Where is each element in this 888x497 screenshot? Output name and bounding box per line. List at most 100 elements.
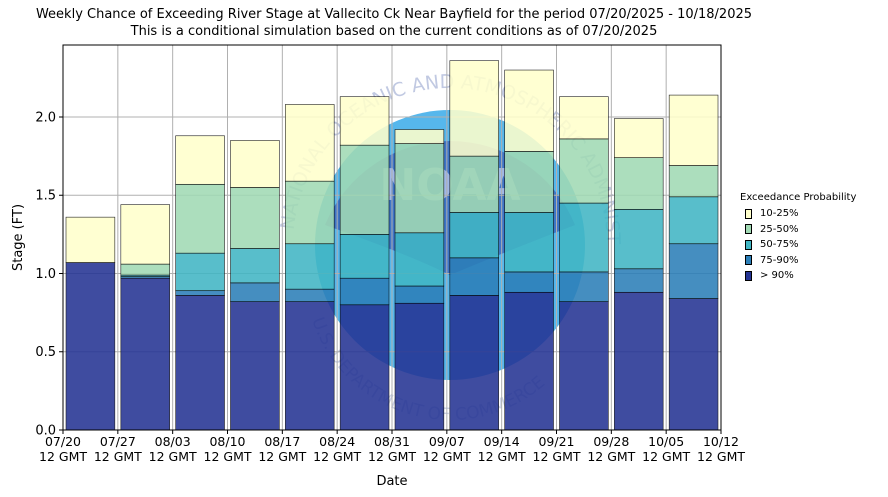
y-tick-label: 2.0 (35, 110, 56, 125)
bar-segment-p10_25 (504, 69, 554, 152)
bar-segment-p75_90 (230, 282, 280, 302)
x-tick-label-date: 10/12 (703, 434, 739, 449)
bar-segment-gt90 (394, 302, 445, 431)
x-tick-label-date: 09/07 (429, 434, 465, 449)
bar-segment-p75_90 (504, 271, 554, 293)
bar-segment-gt90 (230, 301, 280, 431)
x-tick-label-time: 12 GMT (313, 449, 361, 464)
bar-segment-p10_25 (449, 60, 499, 157)
bar-segment-p10_25 (120, 204, 170, 265)
bar-segment-p10_25 (339, 96, 390, 146)
bar-segment-gt90 (449, 295, 499, 431)
bar-segment-p25_50 (230, 187, 280, 249)
bar-segment-p10_25 (285, 104, 335, 182)
bar-segment-p25_50 (394, 143, 445, 234)
bar-segment-p10_25 (668, 94, 719, 166)
legend-item: 25-50% (740, 222, 856, 238)
bar-segment-p50_75 (230, 248, 280, 284)
bar-segment-p75_90 (668, 243, 719, 299)
bar-segment-p25_50 (559, 138, 609, 204)
x-tick-label-date: 10/05 (648, 434, 684, 449)
bar-segment-p75_90 (394, 285, 445, 304)
bar-segment-p10_25 (230, 140, 280, 188)
bar-segment-p25_50 (449, 155, 499, 213)
bar-segment-p50_75 (614, 209, 664, 270)
bar-segment-gt90 (504, 291, 554, 431)
chart-title: Weekly Chance of Exceeding River Stage a… (35, 7, 753, 22)
legend-label: 25-50% (760, 223, 799, 235)
bar-segment-p25_50 (504, 151, 554, 213)
bar-segment-p10_25 (175, 135, 225, 185)
x-axis-label: Date (376, 474, 407, 489)
x-tick-label-time: 12 GMT (587, 449, 635, 464)
bar-segment-p50_75 (559, 202, 609, 273)
x-tick-label-date: 07/20 (45, 434, 81, 449)
x-tick-label-time: 12 GMT (204, 449, 252, 464)
x-tick-label-time: 12 GMT (368, 449, 416, 464)
x-tick-label-date: 08/31 (374, 434, 410, 449)
bar-segment-gt90 (285, 301, 335, 431)
x-tick-label-time: 12 GMT (423, 449, 471, 464)
x-tick-label-date: 07/27 (100, 434, 136, 449)
bar-segment-p10_25 (559, 96, 609, 140)
bar-segment-p25_50 (175, 183, 225, 254)
bar-segment-p10_25 (394, 129, 445, 144)
y-tick-label: 1.0 (35, 267, 56, 282)
bar-segment-gt90 (559, 301, 609, 431)
x-tick-label-time: 12 GMT (39, 449, 87, 464)
x-tick-label-time: 12 GMT (149, 449, 197, 464)
bar-segment-p25_50 (668, 165, 719, 198)
bar-segment-p75_90 (559, 271, 609, 302)
legend-swatch (745, 224, 752, 235)
bar-segment-p25_50 (285, 180, 335, 245)
bar-segment-p75_90 (285, 288, 335, 302)
bar-segment-p50_75 (668, 196, 719, 245)
bar-segment-p75_90 (339, 277, 390, 306)
y-tick-label: 0.0 (35, 424, 56, 439)
legend-item: 10-25% (740, 206, 856, 222)
x-tick-label-time: 12 GMT (697, 449, 745, 464)
bar-segment-gt90 (339, 304, 390, 431)
legend-label: 10-25% (760, 208, 799, 220)
legend-label: 75-90% (760, 254, 799, 266)
legend-item: > 90% (740, 268, 856, 284)
x-tick-label-time: 12 GMT (94, 449, 142, 464)
x-tick-label-date: 08/17 (264, 434, 300, 449)
legend-label: 50-75% (760, 239, 799, 251)
legend-swatch (745, 270, 752, 281)
bar-segment-p75_90 (175, 290, 225, 296)
bar-segment-p75_90 (449, 257, 499, 296)
legend-swatch (745, 255, 752, 266)
bar-segment-gt90 (614, 291, 664, 431)
bar-segment-p50_75 (504, 212, 554, 273)
bar-segment-gt90 (668, 298, 719, 431)
x-tick-label-time: 12 GMT (642, 449, 690, 464)
x-tick-label-date: 08/24 (319, 434, 355, 449)
bar-segment-gt90 (65, 262, 116, 431)
x-tick-label-date: 09/28 (593, 434, 629, 449)
legend: Exceedance Probability 10-25% 25-50% 50-75… (740, 192, 856, 284)
x-tick-label-time: 12 GMT (258, 449, 306, 464)
chart-subtitle: This is a conditional simulation based o… (130, 24, 658, 39)
bar-segment-gt90 (175, 295, 225, 431)
x-tick-label-date: 09/21 (538, 434, 574, 449)
legend-swatch (745, 208, 752, 219)
legend-item: 50-75% (740, 237, 856, 253)
x-tick-label-time: 12 GMT (533, 449, 581, 464)
bar-segment-p50_75 (394, 232, 445, 287)
bar-segment-p10_25 (65, 216, 116, 263)
bar-segment-p50_75 (449, 212, 499, 259)
y-tick-label: 1.5 (35, 189, 56, 204)
legend-label: > 90% (760, 270, 794, 282)
bar-segment-p25_50 (339, 144, 390, 235)
y-axis-label: Stage (FT) (11, 204, 26, 271)
x-tick-label-date: 08/03 (155, 434, 191, 449)
x-tick-label-date: 09/14 (484, 434, 520, 449)
y-tick-label: 0.5 (35, 345, 56, 360)
bar-segment-p10_25 (614, 118, 664, 158)
bar-segment-p50_75 (339, 234, 390, 279)
x-tick-label-time: 12 GMT (478, 449, 526, 464)
bar-segment-p50_75 (175, 252, 225, 292)
